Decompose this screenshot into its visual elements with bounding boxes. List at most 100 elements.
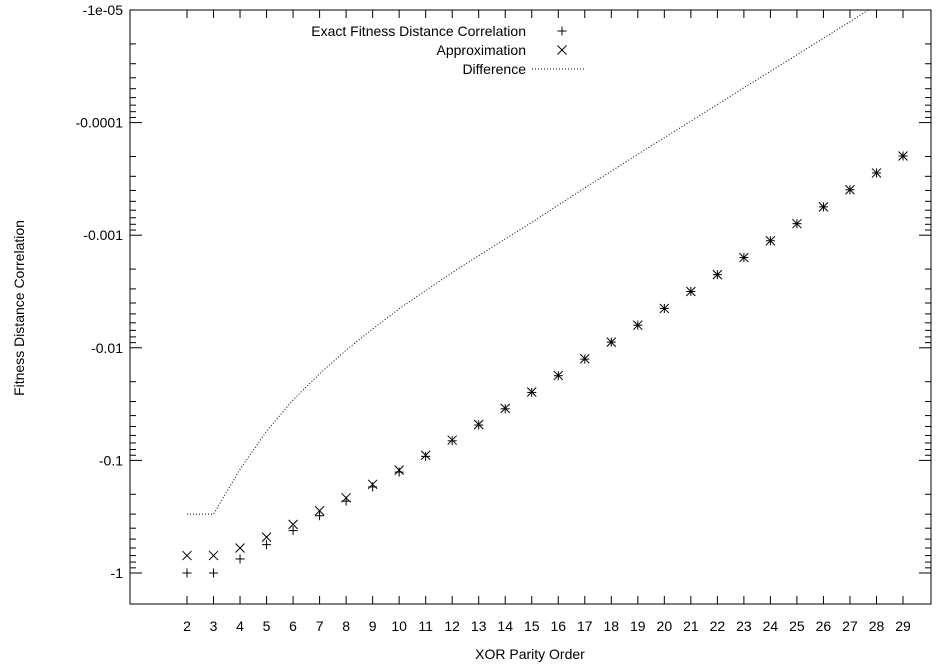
- x-tick-label: 26: [816, 618, 832, 634]
- x-tick-label: 5: [263, 618, 271, 634]
- x-tick-label: 6: [289, 618, 297, 634]
- cross-b: [898, 151, 908, 161]
- legend-cross-icon: [557, 45, 567, 55]
- x-tick-label: 21: [683, 618, 699, 634]
- x-axis: 2 3 4 5 6 7 8 9 10 11 12 13 14 15 16 17 18 19 20 21 22 23 24 25…: [183, 10, 911, 634]
- y-axis: -1 -0.1 -0.01 -0.001 -0.0001 -1e-05: [76, 2, 931, 581]
- approx-point: [579, 353, 590, 364]
- exact-point: [447, 436, 457, 446]
- approx-point: [288, 519, 298, 530]
- x-tick-label: 20: [657, 618, 673, 634]
- cross-b: [526, 387, 537, 397]
- cross-b: [208, 550, 219, 561]
- approx-point: [765, 235, 776, 246]
- y-tick-label: -0.001: [83, 227, 123, 243]
- approx-point: [898, 151, 908, 161]
- y-tick-label: -1e-05: [83, 2, 124, 18]
- x-tick-label: 23: [736, 618, 752, 634]
- x-tick-label: 27: [842, 618, 858, 634]
- x-tick-label: 28: [869, 618, 885, 634]
- cross-b: [871, 168, 882, 178]
- approx-point: [632, 320, 643, 331]
- cross-b: [765, 235, 776, 246]
- cross-b: [394, 465, 405, 475]
- plot-frame: [129, 9, 932, 605]
- cross-b: [553, 370, 564, 381]
- exact-point: [288, 526, 298, 536]
- approx-point: [685, 286, 696, 297]
- x-tick-label: 4: [236, 618, 244, 634]
- approx-point: [420, 450, 431, 461]
- x-tick-label: 12: [444, 618, 460, 634]
- x-tick-label: 16: [550, 618, 566, 634]
- cross-b: [685, 286, 696, 297]
- exact-point: [421, 451, 431, 461]
- x-tick-label: 17: [577, 618, 593, 634]
- plot-border: [129, 9, 932, 605]
- x-tick-label: 14: [497, 618, 513, 634]
- approx-point: [526, 387, 537, 397]
- exact-point: [235, 554, 245, 564]
- cross-b: [235, 543, 245, 553]
- exact-point: [394, 467, 404, 477]
- cross-b: [712, 269, 723, 280]
- x-tick-label: 2: [183, 618, 191, 634]
- cross-b: [845, 184, 855, 195]
- y-tick-label: -1: [111, 565, 124, 581]
- approx-point: [341, 492, 351, 503]
- cross-b: [818, 201, 829, 212]
- exact-point: [182, 568, 192, 578]
- x-tick-label: 10: [391, 618, 407, 634]
- cross-b: [314, 505, 325, 516]
- approx-point: [845, 184, 855, 195]
- approx-point: [818, 201, 829, 212]
- y-tick-label: -0.01: [91, 340, 123, 356]
- cross-b: [473, 419, 484, 430]
- cross-b: [341, 492, 351, 503]
- approx-point: [314, 505, 325, 516]
- approx-point: [367, 479, 378, 490]
- approx-point: [500, 403, 511, 414]
- exact-point: [315, 511, 325, 521]
- cross-b: [420, 450, 431, 461]
- approx-point: [182, 550, 192, 561]
- x-tick-label: 11: [418, 618, 433, 634]
- approx-point: [235, 543, 245, 553]
- cross-b: [182, 550, 192, 561]
- x-tick-label: 7: [316, 618, 324, 634]
- approx-point: [606, 337, 617, 347]
- cross-b: [500, 403, 511, 414]
- difference-line: [187, 9, 869, 515]
- cross-b: [367, 479, 378, 490]
- approx-point: [394, 465, 405, 475]
- series-layer: [182, 9, 908, 578]
- cross-b: [739, 252, 749, 263]
- y-tick-label: -0.1: [99, 452, 123, 468]
- cross-b: [261, 532, 272, 542]
- x-tick-label: 25: [789, 618, 805, 634]
- approx-point: [473, 419, 484, 430]
- x-tick-label: 9: [369, 618, 377, 634]
- cross-b: [288, 519, 298, 530]
- x-axis-title: XOR Parity Order: [475, 646, 585, 662]
- x-tick-label: 3: [210, 618, 218, 634]
- exact-point: [262, 540, 272, 550]
- approx-point: [553, 370, 564, 381]
- cross-b: [632, 320, 643, 331]
- x-tick-label: 13: [471, 618, 487, 634]
- legend-label: Difference: [462, 61, 526, 77]
- cross-b: [659, 303, 670, 314]
- cross-b: [579, 353, 590, 364]
- approx-point: [739, 252, 749, 263]
- y-axis-title: Fitness Distance Correlation: [11, 220, 27, 396]
- approx-point: [208, 550, 219, 561]
- legend: Exact Fitness Distance Correlation Approx…: [311, 23, 586, 77]
- x-tick-label: 19: [630, 618, 646, 634]
- cross-b: [606, 337, 617, 347]
- legend-label: Approximation: [437, 42, 527, 58]
- approx-point: [871, 168, 882, 178]
- x-tick-label: 29: [895, 618, 911, 634]
- cross-b: [792, 218, 802, 229]
- cross-b: [447, 435, 458, 445]
